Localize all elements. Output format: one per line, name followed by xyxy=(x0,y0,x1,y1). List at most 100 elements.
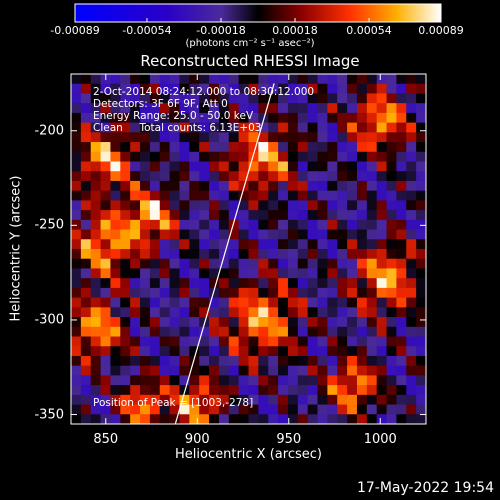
heatmap-cell xyxy=(258,103,269,114)
heatmap-cell xyxy=(228,317,240,328)
heatmap-cell xyxy=(376,287,388,299)
heatmap-cell xyxy=(416,346,426,357)
heatmap-cell xyxy=(248,346,259,357)
heatmap-cell xyxy=(287,200,299,211)
heatmap-cell xyxy=(337,394,348,406)
heatmap-cell xyxy=(189,258,200,269)
heatmap-cell xyxy=(297,132,309,143)
heatmap-cell xyxy=(356,278,368,289)
heatmap-cell xyxy=(406,74,417,85)
heatmap-cell xyxy=(90,365,102,376)
heatmap-cell xyxy=(287,142,299,153)
heatmap-cell xyxy=(130,74,141,85)
heatmap-cell xyxy=(130,83,141,94)
heatmap-cell xyxy=(120,249,131,260)
heatmap-cell xyxy=(297,346,309,357)
heatmap-cell xyxy=(416,307,426,318)
colorbar-tick-label: 0.00018 xyxy=(272,24,318,37)
heatmap-cell xyxy=(110,239,121,250)
heatmap-cell xyxy=(110,307,121,318)
heatmap-cell xyxy=(228,239,240,250)
heatmap-cell xyxy=(120,210,131,221)
heatmap-cell xyxy=(228,385,240,396)
heatmap-cell xyxy=(218,171,230,182)
heatmap-cell xyxy=(140,171,151,182)
heatmap-cell xyxy=(268,346,279,357)
heatmap-cell xyxy=(248,326,259,337)
heatmap-cell xyxy=(307,161,319,172)
heatmap-cell xyxy=(248,74,259,85)
heatmap-cell xyxy=(199,180,210,192)
heatmap-cell xyxy=(347,83,358,94)
heatmap-cell xyxy=(337,180,348,192)
heatmap-cell xyxy=(120,287,131,299)
heatmap-cell xyxy=(238,385,249,396)
heatmap-cell xyxy=(218,404,230,415)
heatmap-cell xyxy=(71,239,82,250)
heatmap-cell xyxy=(179,112,190,124)
heatmap-cell xyxy=(218,161,230,172)
heatmap-cell xyxy=(347,414,358,424)
solar-limb-line xyxy=(174,83,275,424)
heatmap-cell xyxy=(356,142,368,153)
heatmap-cell xyxy=(287,355,299,367)
heatmap-cell xyxy=(327,93,338,104)
heatmap-cell xyxy=(297,326,309,337)
heatmap-cell xyxy=(268,200,279,211)
colorbar-tick-labels: -0.00089 -0.00054 -0.00018 0.00018 0.00054 0.… xyxy=(0,24,500,38)
heatmap-cell xyxy=(159,112,171,124)
heatmap-cell xyxy=(278,74,289,85)
heatmap-cell xyxy=(297,142,309,153)
heatmap-cell xyxy=(376,346,388,357)
heatmap-cell xyxy=(406,355,417,367)
heatmap-cell xyxy=(356,239,368,250)
heatmap-cell xyxy=(238,355,249,367)
heatmap-cell xyxy=(317,180,328,192)
heatmap-cell xyxy=(287,287,299,299)
heatmap-cell xyxy=(120,200,131,211)
heatmap-cell xyxy=(149,365,161,376)
heatmap-cell xyxy=(406,229,417,240)
heatmap-cell xyxy=(209,142,220,153)
heatmap-cell xyxy=(297,385,309,396)
heatmap-cell xyxy=(287,229,299,240)
heatmap-cell xyxy=(347,161,358,172)
heatmap-cell xyxy=(159,74,171,85)
heatmap-cell xyxy=(278,404,289,415)
heatmap-cell xyxy=(149,122,161,133)
heatmap-cell xyxy=(396,365,407,376)
heatmap-cell xyxy=(258,249,269,260)
heatmap-cell xyxy=(327,249,338,260)
heatmap-cell xyxy=(80,375,92,386)
heatmap-cell xyxy=(189,74,200,85)
heatmap-cell xyxy=(347,200,358,211)
heatmap-cell xyxy=(337,239,348,250)
heatmap-cell xyxy=(179,268,190,279)
heatmap-cell xyxy=(140,365,151,376)
heatmap-cell xyxy=(376,151,388,162)
heatmap-cell xyxy=(287,317,299,328)
heatmap-cell xyxy=(130,112,141,124)
heatmap-cell xyxy=(376,210,388,221)
heatmap-cell xyxy=(366,210,378,221)
heatmap-cell xyxy=(406,307,417,318)
heatmap-cell xyxy=(248,122,259,133)
heatmap-cell xyxy=(218,239,230,250)
heatmap-cell xyxy=(90,239,102,250)
heatmap-cell xyxy=(130,103,141,114)
heatmap-cell xyxy=(376,317,388,328)
heatmap-cell xyxy=(297,307,309,318)
heatmap-cell xyxy=(218,93,230,104)
heatmap-cell xyxy=(149,93,161,104)
heatmap-cell xyxy=(189,239,200,250)
heatmap-cell xyxy=(199,103,210,114)
heatmap-cell xyxy=(327,200,338,211)
heatmap-cell xyxy=(376,404,388,415)
heatmap-cell xyxy=(80,239,92,250)
heatmap-cell xyxy=(189,200,200,211)
heatmap-cell xyxy=(130,365,141,376)
heatmap-cell xyxy=(238,414,249,424)
heatmap-cell xyxy=(189,326,200,337)
heatmap-cell xyxy=(149,161,161,172)
heatmap-cell xyxy=(238,142,249,153)
